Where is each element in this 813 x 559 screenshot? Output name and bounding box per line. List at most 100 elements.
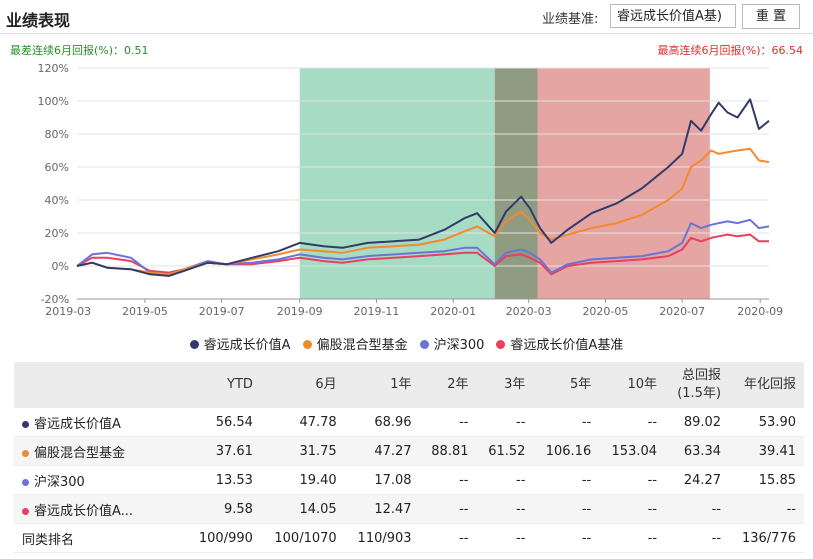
x-tick-label: 2019-07 — [199, 305, 245, 318]
table-header-annual: 年化回报 — [729, 362, 804, 408]
table-header-total: 总回报 (1.5年) — [665, 362, 730, 408]
table-cell: -- — [599, 465, 666, 495]
table-cell: -- — [419, 523, 477, 553]
table-cell: -- — [665, 494, 730, 524]
series-lines — [76, 98, 770, 277]
table-cell: 136/776 — [729, 523, 804, 553]
table-cell: 31.75 — [260, 436, 345, 466]
legend-label: 睿远成长价值A — [203, 338, 291, 353]
y-tick-label: 100% — [38, 95, 69, 108]
table-header-6m: 6月 — [260, 362, 345, 408]
benchmark-select[interactable]: 睿远成长价值A基) — [610, 4, 736, 28]
table-row: 睿远成长价值A 56.54 47.78 68.96 -- -- -- -- 89.02 53.90 — [14, 408, 804, 437]
table-cell: -- — [533, 523, 600, 553]
x-tick-label: 2020-09 — [737, 305, 783, 318]
section-header: 业绩表现 业绩基准: 睿远成长价值A基) 重 置 — [0, 0, 813, 34]
legend-label: 沪深300 — [433, 338, 485, 353]
y-tick-label: -20% — [41, 293, 69, 306]
header-divider — [0, 33, 813, 34]
chart-legend: 睿远成长价值A 偏股混合型基金 沪深300 睿远成长价值A基准 — [0, 334, 813, 354]
reset-button[interactable]: 重 置 — [742, 4, 800, 29]
table-cell: 89.02 — [665, 408, 730, 437]
table-cell: 106.16 — [533, 436, 600, 466]
x-tick-label: 2020-03 — [506, 305, 552, 318]
legend-item[interactable]: 偏股混合型基金 — [302, 334, 408, 353]
table-cell: 53.90 — [729, 408, 804, 437]
table-header-5y: 5年 — [533, 362, 600, 408]
table-cell: 56.54 — [186, 408, 261, 437]
legend-item[interactable]: 沪深300 — [419, 334, 485, 353]
legend-dot-icon — [496, 340, 506, 349]
series-line-index — [76, 218, 770, 276]
table-cell: 153.04 — [599, 436, 666, 466]
grid-lines — [77, 67, 769, 300]
x-axis-ticks: 2019-03 2019-05 2019-07 2019-09 2019-11 2020-… — [45, 299, 783, 318]
y-axis-ticks: 120% 100% 80% 60% 40% 20% 0% -20% — [38, 62, 69, 306]
legend-dot-icon — [419, 340, 429, 349]
table-cell: -- — [599, 494, 666, 524]
table-cell: -- — [476, 408, 534, 437]
x-tick-label: 2020-05 — [582, 305, 628, 318]
row-name-cell: 同类排名 — [14, 523, 186, 553]
section-title: 业绩表现 — [6, 11, 71, 30]
legend-dot-icon — [302, 340, 312, 349]
table-cell: -- — [419, 494, 477, 524]
row-name-label: 睿远成长价值A... — [34, 503, 134, 519]
table-row: 睿远成长价值A... 9.58 14.05 12.47 -- -- -- -- -- -- — [14, 494, 804, 524]
row-name-label: 偏股混合型基金 — [34, 445, 126, 461]
legend-dot-icon — [189, 340, 199, 349]
table-cell: -- — [599, 523, 666, 553]
series-line-fund — [76, 98, 770, 277]
table-header-2y: 2年 — [419, 362, 477, 408]
table-cell: 100/990 — [186, 523, 261, 553]
table-cell: 63.34 — [665, 436, 730, 466]
table-cell: 19.40 — [260, 465, 345, 495]
table-row: 沪深300 13.53 19.40 17.08 -- -- -- -- 24.27 15.85 — [14, 465, 804, 495]
x-tick-label: 2020-01 — [430, 305, 476, 318]
y-tick-label: 0% — [52, 260, 69, 273]
table-cell: 110/903 — [344, 523, 420, 553]
legend-item[interactable]: 睿远成长价值A — [189, 334, 291, 353]
y-tick-label: 120% — [38, 62, 69, 75]
x-tick-label: 2019-03 — [45, 305, 91, 318]
table-cell: 24.27 — [665, 465, 730, 495]
table-cell: -- — [476, 465, 534, 495]
row-name-label: 沪深300 — [34, 474, 85, 490]
row-dot-icon — [22, 449, 29, 457]
table-cell: -- — [665, 523, 730, 553]
row-name-cell: 偏股混合型基金 — [14, 436, 186, 466]
table-header-10y: 10年 — [599, 362, 666, 408]
period-band-green — [299, 68, 495, 299]
benchmark-label: 业绩基准: — [542, 12, 599, 27]
row-name-label: 同类排名 — [22, 532, 75, 548]
legend-label: 偏股混合型基金 — [316, 338, 408, 353]
table-cell: 47.78 — [260, 408, 345, 437]
table-cell: -- — [533, 494, 600, 524]
table-cell: 68.96 — [344, 408, 420, 437]
x-tick-label: 2019-05 — [122, 305, 168, 318]
worst-6m-return: 最差连续6月回报(%)：0.51 — [10, 44, 149, 57]
table-header-total-sub: (1.5年) — [677, 386, 722, 401]
table-cell: -- — [476, 494, 534, 524]
table-cell: 100/1070 — [260, 523, 345, 553]
table-cell: 61.52 — [476, 436, 534, 466]
row-name-cell: 睿远成长价值A — [14, 408, 186, 437]
table-cell: -- — [533, 408, 600, 437]
table-header-name — [14, 362, 186, 408]
performance-chart: 120%100%80%60%40%20%0%-20% 2019-03 2019-0… — [38, 62, 784, 318]
table-row: 同类排名 100/990 100/1070 110/903 -- -- -- -- -- 136/… — [14, 523, 804, 553]
y-tick-label: 60% — [45, 161, 69, 174]
table-cell: 13.53 — [186, 465, 261, 495]
x-tick-label: 2019-11 — [353, 305, 399, 318]
row-name-label: 睿远成长价值A — [34, 416, 121, 432]
table-cell: 14.05 — [260, 494, 345, 524]
table-header-ytd: YTD — [186, 362, 261, 408]
table-cell: 12.47 — [344, 494, 420, 524]
table-header-1y: 1年 — [344, 362, 420, 408]
table-cell: 9.58 — [186, 494, 261, 524]
table-cell: 88.81 — [419, 436, 477, 466]
legend-label: 睿远成长价值A基准 — [510, 338, 624, 353]
row-name-cell: 沪深300 — [14, 465, 186, 495]
legend-item[interactable]: 睿远成长价值A基准 — [496, 334, 623, 353]
table-cell: -- — [419, 408, 477, 437]
